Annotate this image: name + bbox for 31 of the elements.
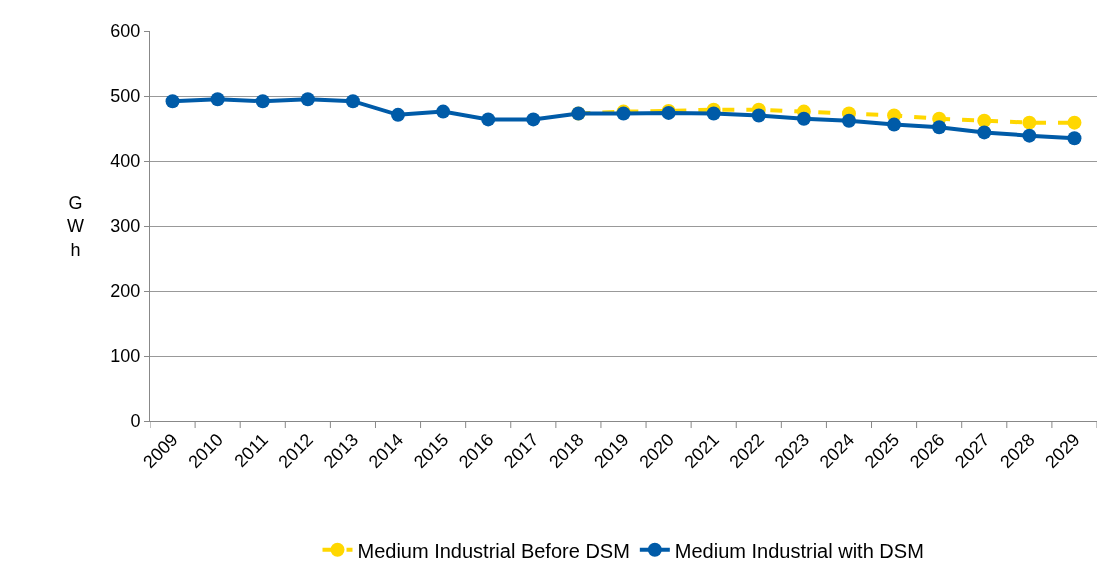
- y-tick-label: 0: [130, 411, 141, 432]
- point: [796, 111, 811, 126]
- point: [481, 112, 496, 127]
- y-tick-label: 100: [110, 346, 141, 367]
- point: [841, 113, 856, 128]
- point: [751, 108, 766, 123]
- point: [526, 112, 541, 127]
- point: [436, 104, 451, 119]
- legend-label: Medium Industrial with DSM: [674, 539, 924, 562]
- point: [887, 117, 902, 132]
- point: [391, 107, 406, 122]
- point: [300, 92, 315, 107]
- point: [1067, 115, 1082, 130]
- y-tick-label: 400: [110, 151, 141, 172]
- point: [977, 113, 992, 128]
- y-tick-label: 200: [110, 281, 141, 302]
- point: [1022, 115, 1037, 130]
- point: [345, 94, 360, 109]
- point: [210, 92, 225, 107]
- point: [977, 125, 992, 140]
- point: [1022, 128, 1037, 143]
- legend-label: Medium Industrial Before DSM: [357, 539, 630, 562]
- y-axis-title: GWh: [67, 193, 84, 260]
- y-tick-label: 300: [110, 216, 141, 237]
- y-tick-label: 500: [110, 86, 141, 107]
- point: [255, 94, 270, 109]
- y-tick-label: 600: [110, 21, 141, 42]
- point: [1067, 131, 1082, 146]
- point: [932, 120, 947, 135]
- point: [165, 94, 180, 109]
- point: [706, 106, 721, 121]
